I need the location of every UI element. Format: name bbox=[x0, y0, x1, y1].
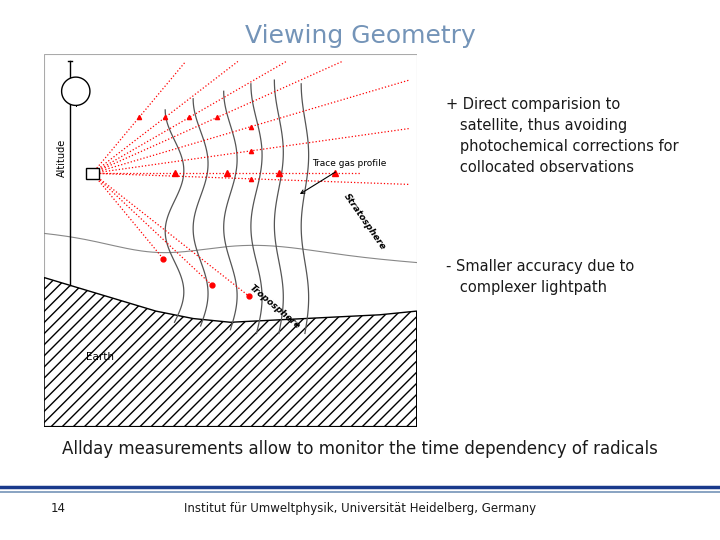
Text: 14: 14 bbox=[50, 502, 66, 515]
Bar bbox=[86, 168, 99, 179]
Text: Allday measurements allow to monitor the time dependency of radicals: Allday measurements allow to monitor the… bbox=[62, 440, 658, 458]
Text: Trace gas profile: Trace gas profile bbox=[301, 159, 387, 193]
Text: Institut für Umweltphysik, Universität Heidelberg, Germany: Institut für Umweltphysik, Universität H… bbox=[184, 502, 536, 515]
Polygon shape bbox=[44, 278, 417, 427]
Text: - Smaller accuracy due to
   complexer lightpath: - Smaller accuracy due to complexer ligh… bbox=[446, 259, 634, 295]
Text: Viewing Geometry: Viewing Geometry bbox=[245, 24, 475, 48]
Polygon shape bbox=[62, 77, 90, 105]
Text: Troposphere: Troposphere bbox=[248, 284, 302, 331]
Text: Stratosphere: Stratosphere bbox=[342, 192, 387, 252]
Text: + Direct comparision to
   satellite, thus avoiding
   photochemical corrections: + Direct comparision to satellite, thus … bbox=[446, 97, 679, 175]
Text: Earth: Earth bbox=[86, 352, 114, 362]
Text: Altitude: Altitude bbox=[57, 139, 67, 178]
